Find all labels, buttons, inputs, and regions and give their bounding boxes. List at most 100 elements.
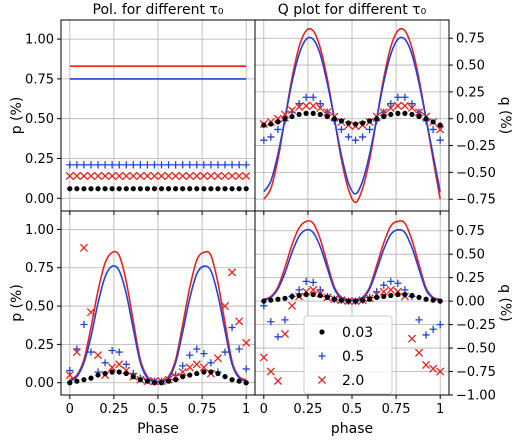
bottom-left-y-tick-label: 0.25	[25, 338, 54, 353]
bottom-right-series-marker-x-point	[429, 364, 438, 373]
legend-label: 0.5	[342, 349, 364, 365]
bottom-left-series-marker-plus-point	[122, 360, 130, 368]
top-right-series-marker-dot-point	[437, 122, 443, 128]
bottom-left-series-marker-plus-point	[193, 345, 201, 353]
top-left-series-marker-dot-point	[67, 186, 73, 192]
bottom-left-series-marker-dot-point	[187, 372, 193, 378]
top-right-series-marker-x-point	[386, 103, 395, 113]
bottom-left-series-marker-dot-point	[130, 374, 136, 380]
top-right-series-marker-dot-point	[275, 119, 281, 125]
top-left-series-marker-x-point	[93, 171, 103, 181]
top-right-series-marker-dot-point	[416, 113, 422, 120]
top-left-series-marker-x-point	[164, 171, 173, 181]
bottom-left-x-tick-label: 0.75	[188, 402, 217, 417]
bottom-left-series-marker-dot-point	[229, 377, 235, 383]
bottom-left-series-marker-dot-point	[144, 378, 151, 384]
top-left-series-marker-plus-point	[186, 161, 194, 169]
top-left-title: Pol. for different τ₀	[93, 2, 224, 18]
legend-marker-plus	[318, 352, 326, 360]
bottom-right-y-axis-title: q (%)	[497, 284, 513, 322]
bottom-right-series-marker-dot-point	[423, 296, 429, 302]
top-left-series-marker-dot-point	[236, 186, 242, 192]
top-left-series-marker-plus-point	[87, 161, 95, 169]
top-left-series-marker-dot-point	[123, 186, 129, 192]
top-left-series-marker-x-point	[65, 171, 74, 181]
legend-label: 0.03	[342, 325, 373, 341]
top-left-series-marker-x-point	[213, 171, 223, 181]
bottom-right-y-tick-label: −0.50	[456, 342, 496, 357]
top-right-series-marker-plus-point	[394, 93, 402, 101]
top-left-series-marker-dot-point	[137, 186, 143, 192]
bottom-right-series-marker-plus-point	[380, 281, 388, 289]
bottom-left-series-marker-x-point	[199, 363, 208, 372]
bottom-right-series-marker-dot-point	[416, 294, 422, 300]
bottom-right-series-marker-plus-point	[422, 331, 430, 339]
top-right-series-marker-plus-point	[387, 100, 395, 108]
bottom-left-plot-area	[65, 243, 251, 386]
top-left-series-marker-plus-point	[150, 161, 159, 169]
bottom-right-series-marker-x-point	[259, 353, 268, 362]
bottom-left-series-marker-plus-point	[66, 366, 74, 375]
bottom-right-x-axis-title: phase	[331, 421, 373, 437]
bottom-right-series-marker-x-point	[414, 348, 424, 357]
bottom-left-series-marker-plus-point	[228, 323, 236, 332]
top-left-series-marker-dot-point	[102, 186, 108, 192]
top-right-series-marker-dot-point	[303, 110, 309, 116]
bottom-left-series-marker-dot-point	[158, 380, 165, 386]
bottom-left-series-marker-dot-point	[201, 369, 207, 375]
top-left-series-marker-dot-point	[229, 186, 235, 192]
bottom-left-series-marker-dot-point	[180, 374, 186, 380]
top-right-y-tick-label: 0.75	[456, 32, 485, 47]
top-left-series-marker-x-point	[122, 171, 131, 181]
bottom-left-x-axis-title: Phase	[137, 421, 179, 437]
top-left-series-marker-dot-point	[95, 186, 101, 192]
top-right-series-marker-plus-point	[408, 100, 416, 108]
bottom-left-series-marker-x-point	[72, 348, 81, 357]
bottom-left-series-marker-dot-point	[222, 374, 228, 380]
top-right-series-marker-plus-point	[358, 133, 367, 141]
bottom-left-y-tick-label: 0.00	[25, 376, 54, 391]
top-left-y-tick-label: 0.25	[25, 152, 54, 167]
top-left-series-marker-x-point	[86, 171, 96, 181]
bottom-left-series-marker-x-point	[65, 371, 74, 380]
top-right-y-tick-label: 0.50	[456, 59, 485, 74]
bottom-right-series-marker-x-point	[266, 367, 275, 376]
top-left-series-marker-x-point	[72, 171, 81, 181]
top-left-series-marker-x-point	[129, 171, 138, 181]
top-right-series-marker-dot-point	[430, 119, 436, 125]
top-left-series-marker-plus-point	[200, 161, 208, 169]
top-left-series-marker-x-point	[115, 171, 124, 181]
top-left-series-marker-x-point	[101, 171, 110, 181]
top-left-y-tick-label: 0.75	[25, 72, 54, 87]
top-left-series-marker-x-point	[171, 171, 180, 181]
bottom-left-series-marker-x-point	[235, 317, 244, 326]
top-right-series-marker-dot-point	[381, 113, 387, 120]
top-left-series-marker-plus-point	[129, 161, 137, 169]
top-left-y-axis-title: p (%)	[9, 97, 25, 135]
top-left-series-marker-dot-point	[208, 186, 214, 192]
top-left-series-marker-dot-point	[173, 186, 179, 192]
bottom-left-y-tick-label: 1.00	[25, 223, 54, 238]
top-left-y-tick-label: 0.50	[25, 112, 54, 127]
bottom-right-series-marker-x-point	[280, 329, 290, 339]
bottom-right-series-marker-dot-point	[296, 292, 302, 299]
top-left-series-marker-x-point	[150, 171, 159, 181]
bottom-left-series-marker-dot-point	[151, 380, 158, 386]
top-left-series-marker-x-point	[143, 171, 152, 181]
bottom-left-series-marker-plus-point	[186, 351, 194, 359]
bottom-right-x-tick-label: 1	[436, 402, 444, 417]
bottom-left-series-marker-x-point	[93, 351, 103, 360]
bottom-right-series-marker-dot-point	[409, 292, 415, 299]
bottom-left-series-marker-plus-point	[200, 350, 208, 358]
bottom-left-y-tick-label: 0.50	[25, 300, 54, 315]
top-right-series-marker-dot-point	[395, 110, 401, 116]
bottom-left-x-tick-label: 1	[242, 402, 250, 417]
bottom-left-series-marker-dot-point	[165, 378, 172, 384]
top-right-series-marker-plus-point	[267, 133, 275, 141]
top-right-series-marker-x-point	[414, 108, 424, 117]
bottom-right-y-tick-label: 0.50	[456, 248, 485, 263]
bottom-right-series-marker-dot-point	[402, 291, 408, 298]
bottom-right-y-tick-label: −1.00	[456, 389, 496, 404]
bottom-right-series-marker-plus-point	[316, 286, 324, 294]
bottom-right-series-marker-x-point	[287, 301, 297, 310]
